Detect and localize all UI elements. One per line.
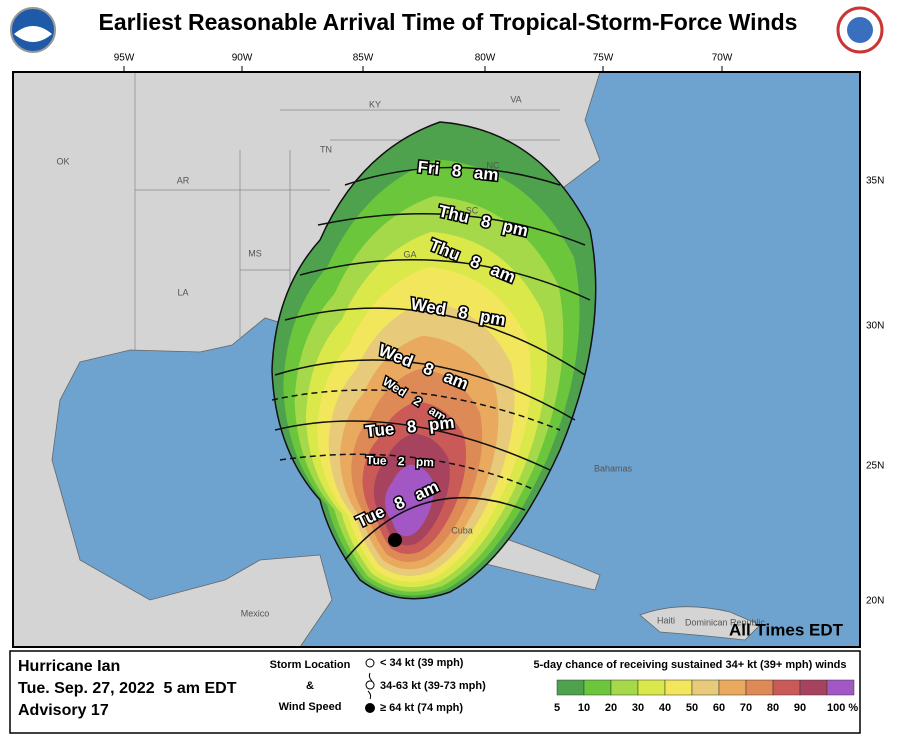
- probability-cone: [271, 121, 597, 600]
- arrival-contours: [271, 166, 591, 561]
- latitude-label: 25N: [866, 461, 884, 472]
- scale-swatch: [691, 679, 720, 696]
- state-label: KY: [369, 99, 381, 109]
- wind-class-label: 34-63 kt (39-73 mph): [380, 680, 486, 692]
- symbol-ts: [365, 672, 375, 700]
- map: [12, 71, 861, 648]
- scale-label: 5: [554, 702, 560, 714]
- state-label: MS: [248, 248, 262, 258]
- scale-label: 30: [632, 702, 644, 714]
- title: Earliest Reasonable Arrival Time of Trop…: [99, 9, 798, 35]
- state-label: LA: [177, 287, 188, 297]
- place-label: Haiti: [657, 615, 675, 625]
- cone-band: [385, 464, 434, 537]
- scale-swatch: [637, 679, 666, 696]
- longitude-label: 80W: [475, 53, 496, 64]
- scale-label: 80: [767, 702, 779, 714]
- scale-swatch: [826, 679, 855, 696]
- scale-label: 10: [578, 702, 590, 714]
- longitude-label: 95W: [114, 53, 135, 64]
- longitude-label: 85W: [353, 53, 374, 64]
- storm-name: Hurricane Ian: [18, 658, 120, 675]
- state-label: VA: [510, 94, 521, 104]
- latitude-label: 20N: [866, 596, 884, 607]
- probability-scale: 5 10 20 30 40 50 60 70 80 90 100 %: [554, 679, 858, 714]
- longitude-label: 75W: [593, 53, 614, 64]
- scale-swatch: [772, 679, 801, 696]
- ampersand: &: [306, 680, 314, 692]
- latitude-label: 30N: [866, 321, 884, 332]
- longitude-label: 90W: [232, 53, 253, 64]
- place-label: Cuba: [451, 525, 473, 535]
- state-label: GA: [403, 249, 416, 259]
- scale-swatch: [610, 679, 639, 696]
- state-label: NC: [487, 160, 500, 170]
- scale-swatch: [583, 679, 612, 696]
- scale-label: 50: [686, 702, 698, 714]
- probability-title: 5-day chance of receiving sustained 34+ …: [534, 659, 847, 671]
- scale-label: 70: [740, 702, 752, 714]
- scale-swatch: [799, 679, 828, 696]
- scale-label: 100 %: [827, 702, 858, 714]
- hispaniola-land: [639, 606, 761, 641]
- scale-label: 20: [605, 702, 617, 714]
- noaa-logo-bird: [14, 26, 52, 42]
- nws-logo-center: [847, 17, 873, 43]
- state-label: AR: [177, 175, 190, 185]
- storm-location-label: Storm Location: [270, 659, 351, 671]
- advisory-number: Advisory 17: [18, 702, 109, 719]
- map-frame: [12, 71, 861, 648]
- advisory-date: Tue. Sep. 27, 2022 5 am EDT: [18, 680, 237, 697]
- symbol-weak: [365, 658, 375, 668]
- symbol-hurricane: [365, 703, 375, 713]
- wind-class-label: ≥ 64 kt (74 mph): [380, 702, 463, 714]
- longitude-label: 70W: [712, 53, 733, 64]
- arrival-time-label: Tue 2 pm: [366, 453, 434, 469]
- scale-label: 40: [659, 702, 671, 714]
- place-label: Bahamas: [594, 463, 633, 473]
- place-label: Dominican Republic: [685, 617, 766, 627]
- storm-marker: [388, 533, 402, 547]
- place-label: Mexico: [241, 608, 270, 618]
- scale-label: 60: [713, 702, 725, 714]
- state-label: SC: [466, 205, 479, 215]
- scale-swatch: [556, 679, 585, 696]
- scale-swatch: [718, 679, 747, 696]
- wind-speed-label: Wind Speed: [279, 701, 342, 713]
- scale-label: 90: [794, 702, 806, 714]
- wind-class-label: < 34 kt (39 mph): [380, 657, 464, 669]
- state-label: TN: [320, 144, 332, 154]
- scale-swatch: [745, 679, 774, 696]
- latitude-label: 35N: [866, 176, 884, 187]
- time-zone-note: All Times EDT: [729, 620, 844, 639]
- scale-swatch: [664, 679, 693, 696]
- state-label: OK: [56, 156, 69, 166]
